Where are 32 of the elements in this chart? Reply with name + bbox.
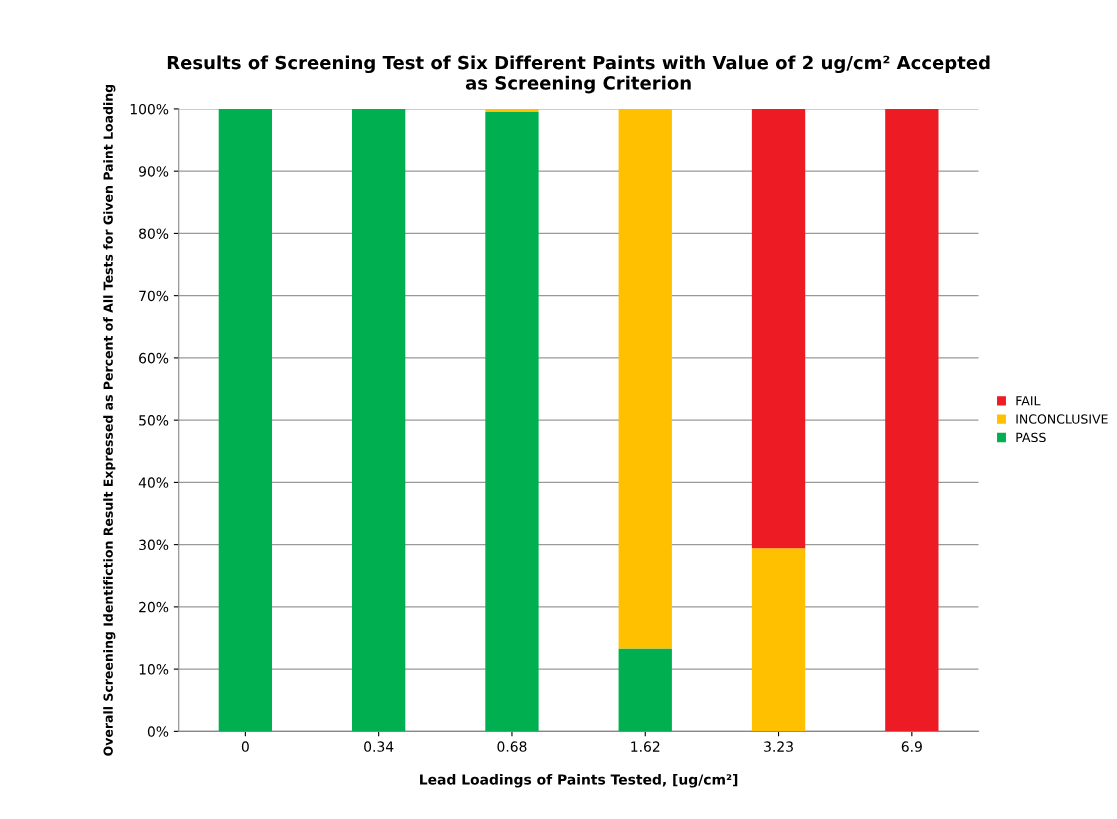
y-tick-label: 30% — [139, 539, 169, 551]
bar — [485, 108, 539, 113]
bar — [485, 112, 539, 732]
y-tick-label: 50% — [139, 415, 169, 426]
x-tick-label: 6.9 — [901, 741, 922, 752]
y-axis-title: Overall Screening Identifiction Result Expressed as Percent of All Tests for Given Paint Loading — [103, 84, 116, 756]
y-tick-label: 60% — [139, 352, 169, 364]
y-tick-label: 10% — [139, 664, 169, 675]
y-tick-label: 0% — [147, 726, 169, 737]
bar — [751, 548, 806, 732]
y-tick-label: 70% — [139, 290, 169, 302]
y-tick-label: 20% — [139, 601, 169, 613]
y-tick-label: 100% — [130, 103, 169, 115]
bar — [751, 108, 806, 549]
bar — [352, 108, 406, 732]
legend-label: FAIL — [1016, 396, 1041, 406]
chart-title: Results of Screening Test of Six Different Paints with Value of 2 ug/cm² Accepted as Screening Criterion — [167, 55, 990, 94]
bar — [618, 108, 672, 649]
x-tick-label: 0.68 — [497, 741, 527, 752]
y-tick-label: 80% — [139, 228, 169, 239]
legend-label: INCONCLUSIVE — [1016, 414, 1108, 424]
x-tick-label: 0 — [241, 741, 249, 752]
x-tick-label: 3.23 — [764, 741, 793, 752]
y-tick-label: 90% — [139, 166, 169, 177]
x-axis-title: Lead Loadings of Paints Tested, [ug/cm²] — [420, 773, 738, 788]
bar — [885, 108, 939, 732]
bar — [218, 108, 273, 732]
y-tick-label: 40% — [138, 477, 169, 488]
x-tick-label: 1.62 — [631, 741, 660, 752]
legend-label: PASS — [1016, 432, 1046, 443]
x-tick-label: 0.34 — [364, 741, 394, 752]
bar — [618, 648, 672, 732]
